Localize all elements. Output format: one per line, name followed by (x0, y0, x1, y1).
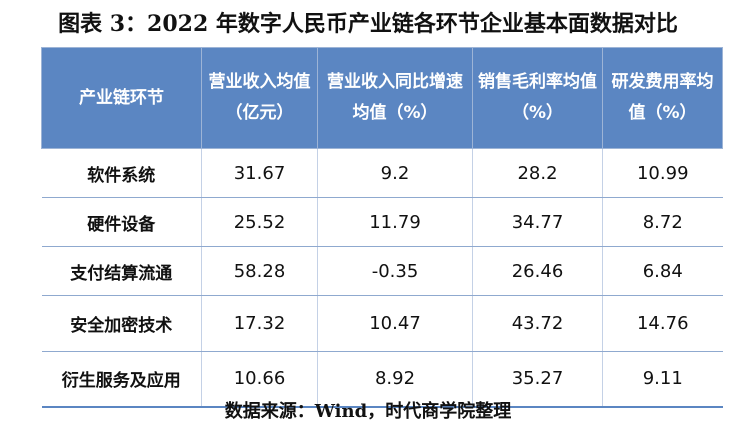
header-cell-revenue: 营业收入均值（亿元） (201, 47, 318, 149)
table-cell: 6.84 (602, 246, 723, 296)
row-label: 衍生服务及应用 (41, 351, 202, 408)
table-cell: 10.99 (602, 148, 723, 198)
header-cell-rd-ratio: 研发费用率均值（%） (602, 47, 723, 149)
header-cell-gross-margin: 销售毛利率均值（%） (472, 47, 603, 149)
table-cell: 35.27 (472, 351, 603, 408)
table-cell: 31.67 (201, 148, 318, 198)
table-row: 支付结算流通 58.28 -0.35 26.46 6.84 (41, 246, 723, 296)
table-row: 软件系统 31.67 9.2 28.2 10.99 (41, 148, 723, 198)
table-cell: 10.47 (317, 295, 473, 352)
table-row: 衍生服务及应用 10.66 8.92 35.27 9.11 (41, 351, 723, 408)
header-cell-segment: 产业链环节 (41, 47, 202, 149)
table-cell: 11.79 (317, 197, 473, 247)
table-cell: 34.77 (472, 197, 603, 247)
row-label: 硬件设备 (41, 197, 202, 247)
table-cell: 9.11 (602, 351, 723, 408)
source-note: 数据来源：Wind，时代商学院整理 (224, 401, 512, 422)
table-row: 安全加密技术 17.32 10.47 43.72 14.76 (41, 295, 723, 352)
table-cell: 10.66 (201, 351, 318, 408)
row-label: 支付结算流通 (41, 246, 202, 296)
table-row: 硬件设备 25.52 11.79 34.77 8.72 (41, 197, 723, 247)
figure-title: 图表 3：2022 年数字人民币产业链各环节企业基本面数据对比 (58, 11, 678, 37)
row-label: 安全加密技术 (41, 295, 202, 352)
header-cell-revenue-growth: 营业收入同比增速均值（%） (317, 47, 473, 149)
table-cell: 28.2 (472, 148, 603, 198)
table-cell: 25.52 (201, 197, 318, 247)
table-cell: 26.46 (472, 246, 603, 296)
table-cell: 8.72 (602, 197, 723, 247)
row-label: 软件系统 (41, 148, 202, 198)
table-cell: 14.76 (602, 295, 723, 352)
data-table: 产业链环节 营业收入均值（亿元） 营业收入同比增速均值（%） 销售毛利率均值（%… (41, 47, 723, 408)
table-cell: 43.72 (472, 295, 603, 352)
table-cell: 17.32 (201, 295, 318, 352)
table-cell: 58.28 (201, 246, 318, 296)
table-cell: 8.92 (317, 351, 473, 408)
table-cell: 9.2 (317, 148, 473, 198)
table-header-row: 产业链环节 营业收入均值（亿元） 营业收入同比增速均值（%） 销售毛利率均值（%… (41, 47, 723, 149)
table-cell: -0.35 (317, 246, 473, 296)
